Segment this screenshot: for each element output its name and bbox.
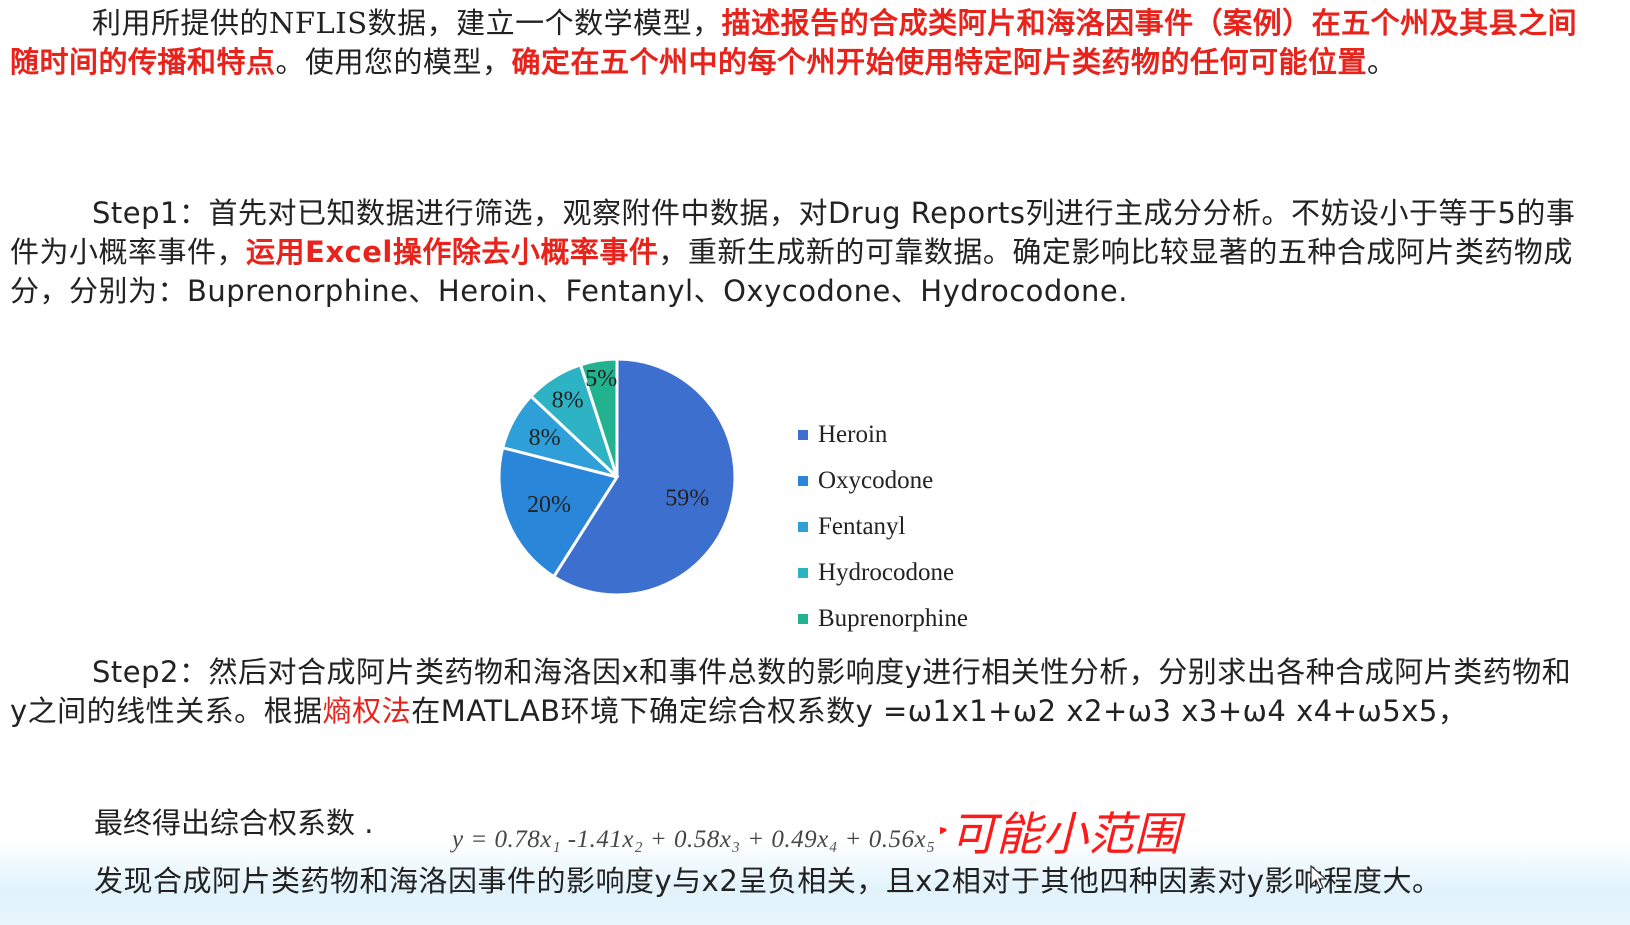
intro-highlight-2: 确定在五个州中的每个州开始使用特定阿片类药物的任何可能位置 <box>511 45 1368 79</box>
legend-label: Fentanyl <box>818 513 906 540</box>
pie-chart: 59% 20% 8% 8% 5% Heroin Oxycodone Fentanyl Hydr… <box>500 360 1020 640</box>
legend-item-fentanyl: Fentanyl <box>798 504 968 550</box>
final-label: 最终得出综合权系数 . <box>94 806 374 840</box>
intro-highlight-1: 描述报告的合成类阿片和海洛因事件（案例）在五个州及其县之间随时间的传播和特点 <box>10 6 1578 79</box>
step1-highlight: 运用Excel操作除去小概率事件 <box>246 235 659 269</box>
step2-highlight: 熵权法 <box>322 694 412 728</box>
intro-text-2: 。使用您的模型， <box>275 45 512 79</box>
legend-swatch <box>798 430 808 440</box>
pie-slice-oxycodone <box>500 445 620 579</box>
pie-label-buprenorphine: 5% <box>585 366 617 392</box>
step1-text: Step1：首先对已知数据进行筛选，观察附件中数据，对Drug Reports列… <box>10 196 1576 269</box>
legend-label: Hydrocodone <box>818 559 955 586</box>
intro-text-3: 。 <box>1367 45 1397 79</box>
pie-label-fentanyl: 8% <box>529 425 561 451</box>
legend-label: Buprenorphine <box>818 605 968 632</box>
step1-paragraph: Step1：首先对已知数据进行筛选，观察附件中数据，对Drug Reports列… <box>10 194 1585 311</box>
pie-label-hydrocodone: 8% <box>552 387 584 413</box>
legend-swatch <box>798 476 808 486</box>
legend-swatch <box>798 614 808 624</box>
legend-item-heroin: Heroin <box>798 412 968 458</box>
legend-item-buprenorphine: Buprenorphine <box>798 596 968 642</box>
pie-label-heroin: 59% <box>665 485 709 511</box>
intro-text-1: 利用所提供的NFLIS数据，建立一个数学模型， <box>92 6 722 40</box>
legend-swatch <box>798 522 808 532</box>
legend-swatch <box>798 568 808 578</box>
conclusion-text: 发现合成阿片类药物和海洛因事件的影响度y与x2呈负相关，且x2相对于其他四种因素… <box>94 864 1442 898</box>
pie-label-oxycodone: 20% <box>527 492 571 518</box>
intro-paragraph: 利用所提供的NFLIS数据，建立一个数学模型，描述报告的合成类阿片和海洛因事件（… <box>10 4 1585 82</box>
handwritten-annotation: 可能小范围 <box>940 807 1186 861</box>
chart-legend: Heroin Oxycodone Fentanyl Hydrocodone Bupren… <box>798 412 968 642</box>
step2-tail: 在MATLAB环境下确定综合权系数y =ω1x1+ω2 x2+ω3 x3+ω4 … <box>411 694 1468 728</box>
mouse-cursor-icon <box>1310 865 1328 890</box>
pie-slice-buprenorphine <box>578 360 619 478</box>
formula: y = 0.78x₁ -1.41x₂ + 0.58x₃ + 0.49x₄ + 0… <box>452 826 936 853</box>
legend-label: Heroin <box>818 421 888 448</box>
annotation-text: 可能小范围 <box>950 807 1186 861</box>
legend-item-hydrocodone: Hydrocodone <box>798 550 968 596</box>
step2-text: Step2：然后对合成阿片类药物和海洛因x和事件总数的影响度y进行相关性分析，分… <box>10 655 1572 728</box>
pie-chart-svg: 59%20%8%8%5% <box>500 360 737 597</box>
legend-item-oxycodone: Oxycodone <box>798 458 968 504</box>
pie-slice-heroin <box>551 360 737 597</box>
step1-tail: ，重新生成新的可靠数据。确定影响比较显著的五种合成阿片类药物成分，分别为：Bup… <box>10 235 1573 308</box>
step2-paragraph: Step2：然后对合成阿片类药物和海洛因x和事件总数的影响度y进行相关性分析，分… <box>10 653 1585 731</box>
legend-label: Oxycodone <box>818 467 934 494</box>
